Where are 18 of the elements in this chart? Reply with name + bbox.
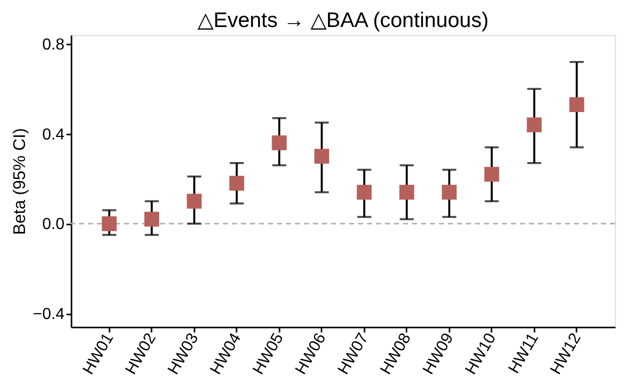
- point: [399, 184, 414, 200]
- point: [442, 184, 457, 200]
- y-tick-label: 0.8: [42, 36, 65, 54]
- point: [186, 194, 202, 209]
- y-axis-title: Beta (95% CI): [10, 128, 29, 235]
- y-tick-label: 0.4: [42, 126, 65, 144]
- point: [229, 176, 244, 191]
- point: [314, 148, 330, 164]
- point: [569, 97, 584, 112]
- y-tick-label: 0.0: [42, 216, 65, 234]
- y-tick-label: −0.4: [32, 306, 65, 324]
- point: [356, 184, 372, 200]
- point: [484, 166, 500, 182]
- point: [102, 216, 117, 232]
- point: [272, 135, 287, 150]
- point: [144, 212, 160, 227]
- chart-title: △Events → △BAA (continuous): [197, 9, 489, 32]
- point: [526, 117, 542, 132]
